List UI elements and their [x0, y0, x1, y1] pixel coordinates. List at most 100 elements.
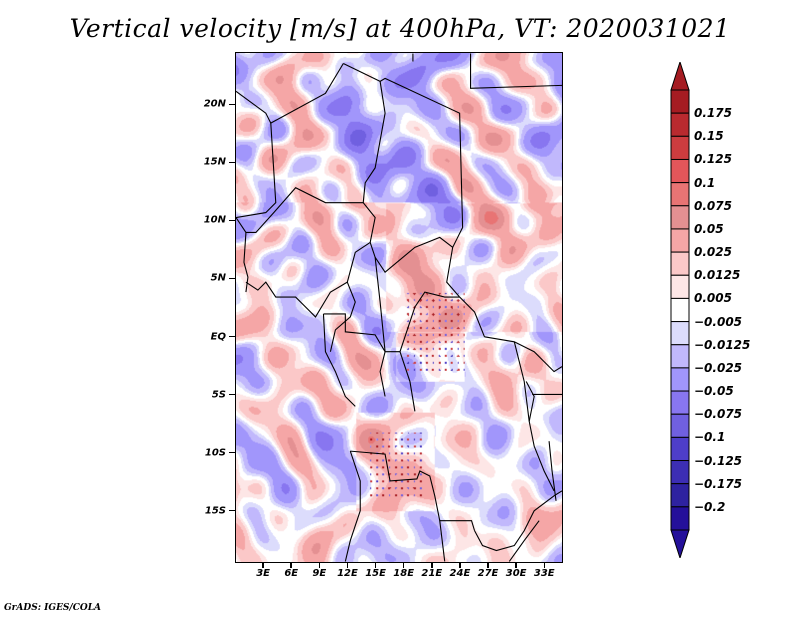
lon-tick: [487, 563, 489, 568]
map-panel: [235, 52, 563, 563]
lat-tick: [229, 277, 235, 280]
colorbar-segment: [670, 321, 690, 346]
lon-tick: [318, 563, 321, 568]
colorbar-bottom-arrow: [670, 529, 690, 558]
border-line: [374, 257, 460, 353]
colorbar-label: 0.1: [694, 175, 716, 190]
colorbar-segment: [670, 274, 690, 299]
colorbar-segment: [670, 390, 690, 415]
colorbar-segment: [670, 506, 690, 531]
colorbar-label: 0.175: [694, 106, 732, 121]
border-line: [344, 450, 361, 562]
colorbar-segment: [670, 158, 690, 184]
colorbar-label: −0.025: [694, 360, 743, 375]
colorbar-label: −0.125: [694, 453, 743, 468]
colorbar-label: −0.1: [694, 430, 726, 445]
border-line: [323, 313, 386, 397]
colorbar-segment: [670, 182, 690, 207]
lon-tick-label: 9E: [312, 568, 327, 579]
border-line: [350, 450, 476, 531]
colorbar-label: 0.025: [694, 245, 732, 260]
lon-tick-label: 21E: [421, 568, 443, 579]
lon-tick: [431, 563, 433, 568]
border-line: [439, 520, 446, 562]
lat-tick: [229, 161, 235, 164]
lat-tick-label: 15N: [203, 156, 226, 168]
lat-tick: [229, 393, 235, 396]
border-line: [362, 81, 386, 203]
colorbar-label: 0.15: [694, 129, 724, 144]
border-line: [446, 227, 485, 338]
colorbar-label: −0.05: [694, 384, 734, 399]
border-line: [470, 53, 562, 89]
lon-tick-label: 6E: [284, 568, 299, 579]
colorbar-segment: [670, 367, 690, 392]
colorbar-label: 0.075: [694, 198, 732, 213]
lon-tick-label: 18E: [393, 568, 415, 579]
lat-tick: [229, 509, 235, 512]
border-line: [236, 187, 376, 318]
country-borders: [236, 53, 562, 562]
colorbar-segment: [670, 460, 690, 485]
lon-tick: [374, 563, 377, 568]
border-line: [548, 441, 557, 501]
colorbar-segment: [670, 205, 690, 230]
border-line: [322, 313, 356, 407]
vertical-velocity-field: [236, 53, 562, 562]
plot-title: Vertical velocity [m/s] at 400hPa, VT: 2…: [69, 14, 731, 43]
border-line: [369, 236, 454, 274]
border-line: [399, 351, 416, 412]
lat-tick-label: 5S: [211, 389, 226, 401]
lon-tick-label: 30E: [505, 568, 527, 579]
colorbar-segment: [670, 228, 690, 253]
colorbar-segment: [670, 483, 690, 508]
border-line: [329, 281, 356, 352]
lon-tick-label: 12E: [337, 568, 358, 579]
lon-tick: [290, 563, 292, 568]
colorbar-label: 0.125: [694, 152, 732, 167]
colorbar: [670, 62, 690, 558]
border-line: [236, 63, 344, 124]
colorbar-label: −0.0125: [694, 337, 751, 352]
border-line: [513, 341, 555, 492]
lat-tick: [229, 451, 235, 454]
lat-tick-label: 5N: [210, 272, 226, 284]
colorbar-label: −0.175: [694, 476, 743, 491]
lat-tick-label: 15S: [204, 505, 226, 517]
lon-tick: [402, 563, 405, 568]
colorbar-segment: [670, 413, 690, 438]
colorbar-segment: [670, 135, 690, 160]
grads-credit: GrADS: IGES/COLA: [4, 603, 102, 613]
lat-tick: [229, 335, 235, 338]
border-line: [243, 232, 249, 293]
border-line: [484, 336, 562, 373]
lon-tick: [543, 563, 545, 568]
lat-tick-label: 20N: [203, 98, 226, 110]
colorbar-label: −0.005: [694, 314, 743, 329]
colorbar-label: −0.2: [694, 499, 726, 514]
lat-tick-label: 10S: [204, 447, 226, 459]
colorbar-label: 0.05: [694, 221, 724, 236]
lat-tick: [229, 103, 235, 105]
lon-tick-label: 24E: [449, 568, 471, 579]
colorbar-top-arrow: [670, 62, 690, 91]
lat-tick-label: 10N: [203, 214, 226, 226]
lon-tick-label: 33E: [533, 568, 555, 579]
colorbar-segment: [670, 112, 690, 137]
lon-tick-label: 27E: [477, 568, 499, 579]
border-line: [343, 63, 464, 228]
lon-tick: [459, 563, 461, 568]
colorbar-segment: [670, 251, 690, 276]
border-line: [236, 123, 277, 219]
colorbar-segment: [670, 297, 690, 323]
colorbar-segment: [670, 344, 690, 369]
colorbar-label: 0.0125: [694, 268, 741, 283]
border-line: [508, 520, 540, 562]
border-line: [474, 490, 562, 552]
colorbar-label: −0.075: [694, 407, 743, 422]
lon-tick: [262, 563, 264, 568]
colorbar-segment: [670, 436, 690, 462]
colorbar-label: 0.005: [694, 291, 732, 306]
lon-tick-label: 15E: [365, 568, 386, 579]
lon-tick-label: 3E: [256, 568, 271, 579]
